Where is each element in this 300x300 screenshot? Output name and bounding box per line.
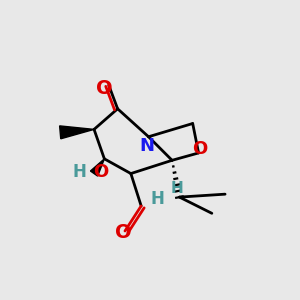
Text: H: H [73,163,87,181]
Text: H: H [150,190,164,208]
Text: O: O [115,223,132,242]
Text: O: O [192,140,208,158]
Text: O: O [96,79,113,98]
Text: N: N [140,136,154,154]
Polygon shape [90,159,104,176]
Text: H: H [170,181,183,196]
Polygon shape [60,126,94,139]
Text: O: O [93,163,108,181]
